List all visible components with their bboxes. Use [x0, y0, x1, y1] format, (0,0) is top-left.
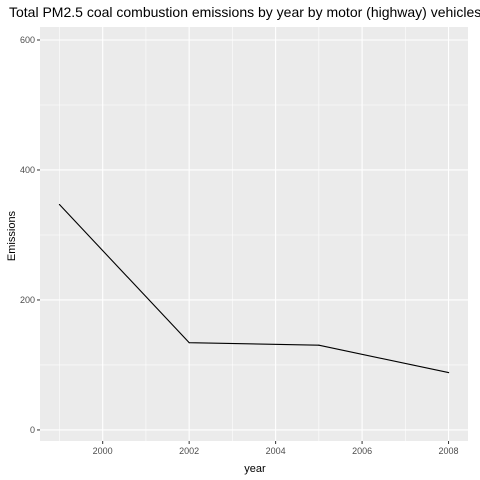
data-point	[447, 371, 450, 374]
x-axis-title: year	[244, 463, 266, 475]
y-tick-label: 600	[20, 35, 35, 45]
x-tick-label: 2006	[352, 446, 372, 456]
x-tick-label: 2008	[439, 446, 459, 456]
data-point	[318, 344, 320, 346]
y-tick-label: 200	[20, 295, 35, 305]
x-axis: 2000 2002 2004 2006 2008	[93, 441, 459, 456]
series-line	[59, 204, 449, 374]
y-axis-title: Emissions	[6, 210, 18, 261]
data-point	[58, 203, 61, 206]
x-tick-label: 2000	[93, 446, 113, 456]
series-layer	[58, 203, 450, 374]
x-tick-label: 2004	[266, 446, 286, 456]
y-tick-label: 400	[20, 165, 35, 175]
plot-panel	[40, 27, 468, 441]
y-tick-label: 0	[30, 425, 35, 435]
grid-minor	[40, 27, 468, 441]
y-axis: 0 200 400 600	[20, 35, 40, 435]
grid-major	[40, 27, 468, 441]
chart-title: Total PM2.5 coal combustion emissions by…	[9, 4, 480, 20]
data-point	[188, 342, 190, 344]
x-tick-label: 2002	[179, 446, 199, 456]
